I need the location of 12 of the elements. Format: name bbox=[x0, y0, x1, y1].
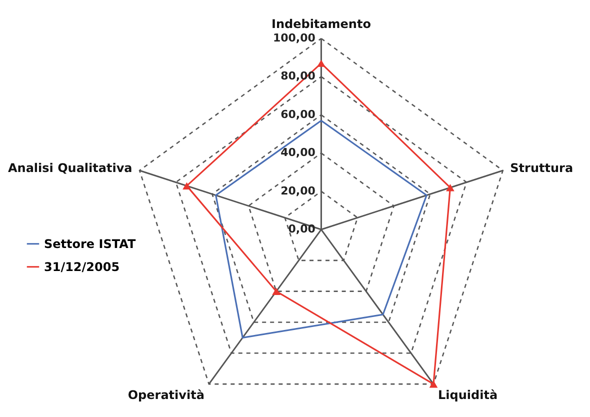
spoke-label: Operatività bbox=[128, 388, 204, 402]
y-tick-label: 0,00 bbox=[288, 222, 316, 236]
y-tick-label: 100,00 bbox=[272, 31, 316, 44]
legend-label: 31/12/2005 bbox=[44, 260, 120, 274]
y-tick-label: 40,00 bbox=[280, 146, 316, 160]
y-tick-label: 20,00 bbox=[280, 184, 316, 198]
spoke-label: Analisi Qualitativa bbox=[8, 161, 132, 176]
spoke-label: Indebitamento bbox=[271, 16, 371, 31]
legend-label: Settore ISTAT bbox=[44, 236, 136, 251]
y-tick-label: 60,00 bbox=[280, 108, 316, 121]
spoke-label: Liquidità bbox=[438, 388, 498, 402]
spoke-label: Struttura bbox=[510, 161, 574, 176]
